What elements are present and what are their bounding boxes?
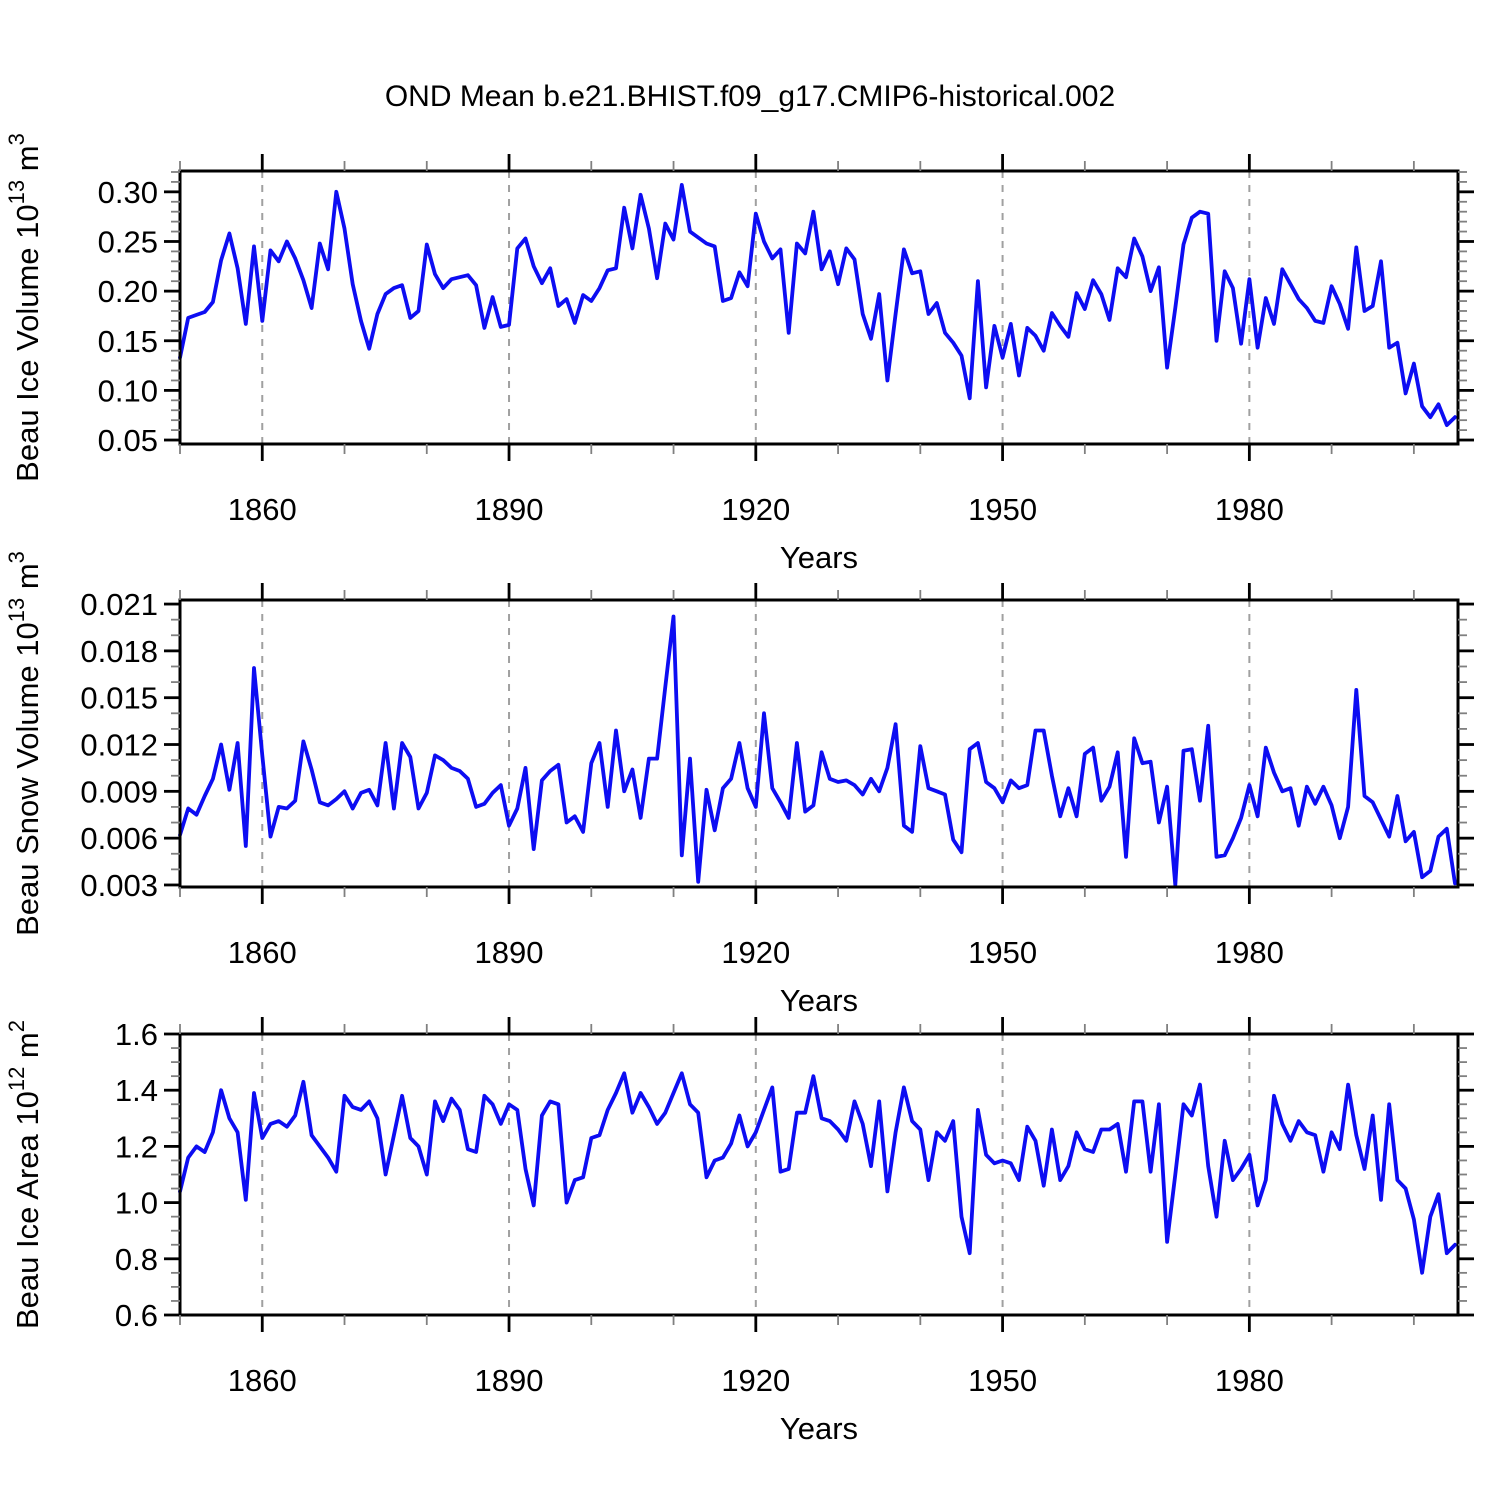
x-tick-label: 1950 xyxy=(968,935,1037,970)
y-tick-label: 0.009 xyxy=(80,774,158,809)
y-tick-label: 0.20 xyxy=(98,274,158,309)
x-tick-label: 1890 xyxy=(475,935,544,970)
panel-beau-snow-volume: 0.003 0.006 0.009 0.012 0.015 0.018 0.021 1860 1… xyxy=(4,551,1474,1018)
y-tick-label: 0.015 xyxy=(80,681,158,716)
series-beau-snow-volume xyxy=(178,614,1457,887)
x-axis-title: Years xyxy=(780,983,858,1018)
y-tick-label: 0.10 xyxy=(98,373,158,408)
y-tick-label: 0.012 xyxy=(80,728,158,763)
y-axis-title-superscript: 3 xyxy=(4,551,29,563)
panels-group: 0.05 0.10 0.15 0.20 0.25 0.30 1860 1890 1920 1950… xyxy=(4,133,1474,1446)
y-tick-label: 0.003 xyxy=(80,868,158,903)
x-tick-label: 1980 xyxy=(1215,1363,1284,1398)
y-axis-title-superscript: 3 xyxy=(4,133,29,145)
x-tick-label: 1890 xyxy=(475,1363,544,1398)
y-tick-label: 0.006 xyxy=(80,821,158,856)
x-tick-label: 1920 xyxy=(721,935,790,970)
y-axis-title: Beau Ice Volume 1013 m3 xyxy=(4,133,45,482)
y-axis-title-text: m xyxy=(10,145,45,179)
y-tick-label: 0.30 xyxy=(98,175,158,210)
x-tick-label: 1950 xyxy=(968,492,1037,527)
y-tick-label: 0.6 xyxy=(115,1298,158,1333)
series-beau-ice-area xyxy=(178,1071,1457,1275)
x-tick-label: 1980 xyxy=(1215,935,1284,970)
y-tick-label: 0.021 xyxy=(80,587,158,622)
y-tick-label: 0.018 xyxy=(80,634,158,669)
y-tick-label: 0.15 xyxy=(98,324,158,359)
y-tick-label: 0.05 xyxy=(98,423,158,458)
y-axis-title: Beau Snow Volume 1013 m3 xyxy=(4,551,45,936)
figure-title: OND Mean b.e21.BHIST.f09_g17.CMIP6-histo… xyxy=(385,80,1115,113)
panel-beau-ice-area: 0.6 0.8 1.0 1.2 1.4 1.6 1860 1890 1920 1950 1980 Ye… xyxy=(4,1017,1474,1446)
y-tick-label: 1.6 xyxy=(115,1017,158,1052)
x-tick-label: 1860 xyxy=(228,1363,297,1398)
panel-beau-ice-volume: 0.05 0.10 0.15 0.20 0.25 0.30 1860 1890 1920 1950… xyxy=(4,133,1474,575)
x-tick-label: 1950 xyxy=(968,1363,1037,1398)
y-axis-title: Beau Ice Area 1012 m2 xyxy=(4,1020,45,1329)
y-axis-title-superscript: 2 xyxy=(4,1020,29,1032)
x-tick-label: 1980 xyxy=(1215,492,1284,527)
series-beau-ice-volume xyxy=(178,182,1457,428)
y-tick-label: 1.0 xyxy=(115,1186,158,1221)
y-tick-label: 1.2 xyxy=(115,1129,158,1164)
y-axis-title-text: Beau Ice Volume 10 xyxy=(10,204,45,481)
x-tick-label: 1860 xyxy=(228,935,297,970)
plot-box xyxy=(178,598,1460,889)
x-tick-label: 1920 xyxy=(721,492,790,527)
y-axis-title-text: Beau Snow Volume 10 xyxy=(10,622,45,936)
y-axis-title-superscript: 13 xyxy=(4,598,29,622)
y-tick-label: 0.8 xyxy=(115,1242,158,1277)
y-axis-title-superscript: 12 xyxy=(4,1067,29,1091)
x-tick-label: 1890 xyxy=(475,492,544,527)
y-axis-title-text: m xyxy=(10,1032,45,1066)
y-axis-title-superscript: 13 xyxy=(4,180,29,204)
y-axis-title-text: m xyxy=(10,563,45,597)
x-axis-title: Years xyxy=(780,1411,858,1446)
x-tick-label: 1860 xyxy=(228,492,297,527)
x-axis-title: Years xyxy=(780,540,858,575)
y-axis-title-text: Beau Ice Area 10 xyxy=(10,1091,45,1329)
x-tick-label: 1920 xyxy=(721,1363,790,1398)
plot-box xyxy=(178,169,1460,446)
y-tick-label: 1.4 xyxy=(115,1073,158,1108)
y-tick-label: 0.25 xyxy=(98,224,158,259)
